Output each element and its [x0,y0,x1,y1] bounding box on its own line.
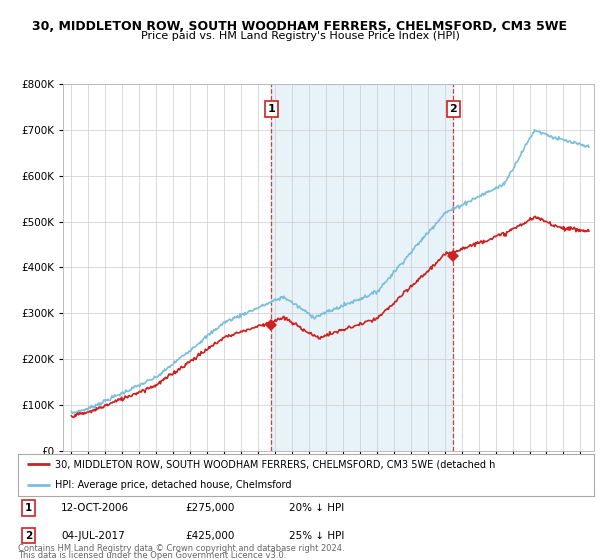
Text: 2: 2 [449,104,457,114]
Text: 04-JUL-2017: 04-JUL-2017 [61,530,125,540]
Text: HPI: Average price, detached house, Chelmsford: HPI: Average price, detached house, Chel… [55,480,292,490]
Text: £275,000: £275,000 [185,503,235,513]
Bar [271,84,453,451]
Text: Price paid vs. HM Land Registry's House Price Index (HPI): Price paid vs. HM Land Registry's House … [140,31,460,41]
Text: 30, MIDDLETON ROW, SOUTH WOODHAM FERRERS, CHELMSFORD, CM3 5WE: 30, MIDDLETON ROW, SOUTH WOODHAM FERRERS… [32,20,568,32]
Text: 1: 1 [25,503,32,513]
Text: 2: 2 [25,530,32,540]
Text: 12-OCT-2006: 12-OCT-2006 [61,503,130,513]
Text: 25% ↓ HPI: 25% ↓ HPI [289,530,344,540]
Text: £425,000: £425,000 [185,530,235,540]
Text: 30, MIDDLETON ROW, SOUTH WOODHAM FERRERS, CHELMSFORD, CM3 5WE (detached h: 30, MIDDLETON ROW, SOUTH WOODHAM FERRERS… [55,459,496,469]
Text: Contains HM Land Registry data © Crown copyright and database right 2024.: Contains HM Land Registry data © Crown c… [18,544,344,553]
Text: 20% ↓ HPI: 20% ↓ HPI [289,503,344,513]
Text: This data is licensed under the Open Government Licence v3.0.: This data is licensed under the Open Gov… [18,551,286,560]
Text: 1: 1 [268,104,275,114]
